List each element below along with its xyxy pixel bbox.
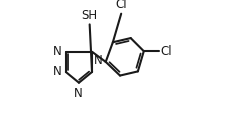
Text: N: N: [53, 45, 62, 58]
Text: N: N: [93, 54, 102, 67]
Text: N: N: [74, 87, 82, 100]
Text: Cl: Cl: [161, 45, 172, 58]
Text: SH: SH: [82, 9, 98, 22]
Text: Cl: Cl: [115, 0, 127, 11]
Text: N: N: [53, 65, 62, 79]
